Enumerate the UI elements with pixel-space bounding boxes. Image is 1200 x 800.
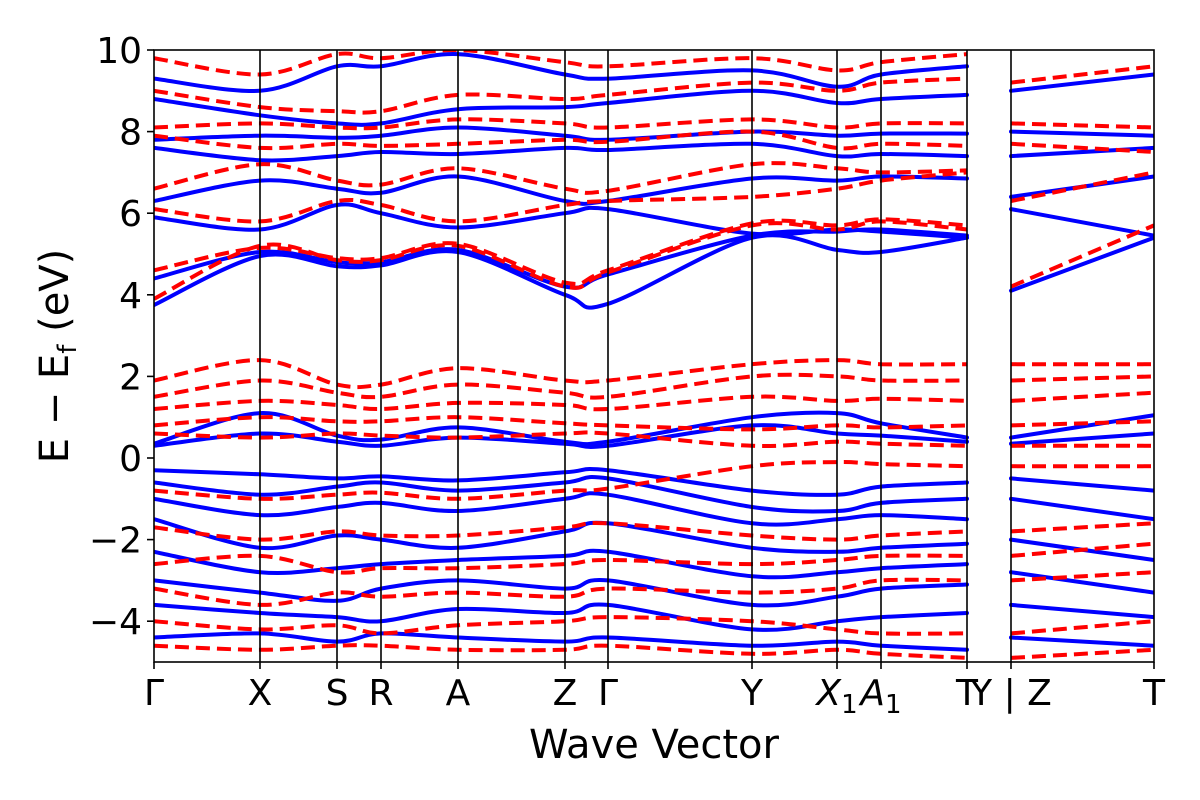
band-line	[1010, 170, 1154, 203]
y-tick-label: 0	[119, 439, 142, 480]
x-tick-label: S	[326, 673, 349, 714]
band-line	[154, 615, 968, 636]
band-line	[1010, 521, 1154, 534]
x-tick-label: R	[368, 673, 393, 714]
y-tick-label: −4	[89, 602, 142, 643]
x-tick-label: Γ	[144, 673, 164, 714]
x-tick-label: Γ	[598, 673, 618, 714]
band-line	[154, 50, 968, 77]
band-line	[154, 170, 968, 224]
band-line	[1010, 619, 1154, 636]
y-axis-title-subscript: f	[53, 344, 83, 354]
high-symmetry-lines	[259, 50, 1012, 662]
band-line	[1010, 390, 1154, 403]
band-line	[1010, 223, 1154, 289]
band-line	[1010, 570, 1154, 583]
y-axis-title-main: E − E	[32, 354, 78, 464]
band-line	[1010, 121, 1154, 130]
band-line	[1009, 72, 1154, 93]
band-line	[1009, 431, 1154, 446]
band-line	[1009, 635, 1154, 648]
y-tick-label: 8	[119, 113, 142, 154]
band-line	[1009, 145, 1154, 159]
band-line	[1010, 541, 1154, 558]
y-axis-title-unit: (eV)	[32, 249, 78, 345]
x-tick-label: A1	[858, 673, 901, 720]
band-line	[1009, 496, 1154, 522]
x-tick-label: Y | Z	[969, 673, 1052, 714]
band-line	[1009, 235, 1154, 293]
band-line	[154, 577, 968, 607]
band-line	[1009, 570, 1154, 595]
band-line	[1010, 374, 1154, 383]
x-tick-label: Y	[740, 673, 764, 714]
band-line	[1009, 476, 1154, 493]
x-tick-label: T	[1142, 673, 1166, 714]
x-tick-label: A	[446, 673, 471, 714]
y-tick-label: 2	[119, 357, 142, 398]
band-line	[154, 372, 968, 400]
plot-frame	[153, 49, 1155, 663]
x-tick-label: T	[955, 673, 979, 714]
y-axis-ticks: −4 −2 0 2 4 6 8 10	[89, 31, 154, 643]
band-line	[1009, 207, 1154, 238]
x-tick-label: Z	[553, 673, 578, 714]
y-tick-label: 4	[119, 276, 142, 317]
band-line	[1010, 64, 1154, 85]
band-line	[1010, 141, 1154, 154]
band-line	[1009, 602, 1154, 620]
y-tick-label: 6	[119, 194, 142, 235]
y-axis-title: E − Ef (eV)	[32, 249, 83, 464]
band-line	[1010, 647, 1154, 660]
x-axis-title: Wave Vector	[529, 722, 780, 768]
y-tick-label: 10	[96, 31, 142, 72]
x-tick-label: X	[248, 673, 273, 714]
x-tick-label: X1	[814, 673, 857, 720]
band-line	[1009, 413, 1154, 440]
band-line	[1009, 129, 1154, 138]
band-line	[154, 553, 968, 575]
band-line	[154, 76, 968, 115]
y-tick-label: −2	[89, 521, 142, 562]
band-line	[1010, 419, 1154, 428]
